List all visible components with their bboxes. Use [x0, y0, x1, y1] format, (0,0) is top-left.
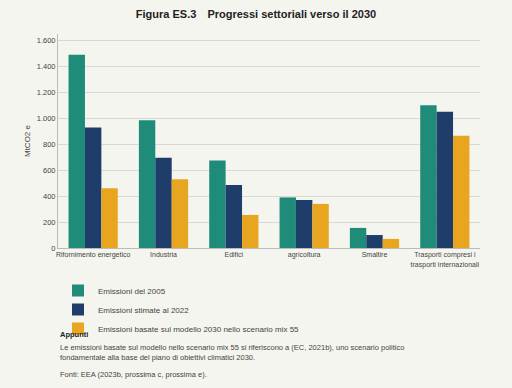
svg-text:0: 0 — [51, 244, 55, 253]
svg-text:200: 200 — [43, 218, 56, 227]
svg-text:Rifornimento energetico: Rifornimento energetico — [56, 251, 130, 259]
svg-text:1.200: 1.200 — [37, 88, 56, 97]
svg-text:1.000: 1.000 — [37, 114, 56, 123]
svg-text:400: 400 — [43, 192, 56, 201]
svg-text:Emissioni stimate al 2022: Emissioni stimate al 2022 — [98, 306, 189, 315]
svg-text:Trasporti compresi itrasporti: Trasporti compresi itrasporti internazio… — [411, 251, 480, 268]
svg-text:MtCO2 e: MtCO2 e — [23, 124, 32, 157]
svg-text:600: 600 — [43, 166, 56, 175]
svg-text:Le emissioni basate sul modell: Le emissioni basate sul modello nello sc… — [60, 343, 404, 362]
svg-text:Figura ES.3 Progressi settoria: Figura ES.3 Progressi settoriali verso i… — [136, 8, 376, 20]
svg-text:Emissioni del 2005: Emissioni del 2005 — [98, 287, 166, 296]
svg-text:Fonti: EEA (2023b, prossima c,: Fonti: EEA (2023b, prossima c, prossima … — [60, 370, 207, 379]
svg-text:Smaltire: Smaltire — [362, 251, 388, 258]
svg-text:800: 800 — [43, 140, 56, 149]
svg-text:Edifici: Edifici — [224, 251, 243, 258]
svg-text:Appunti: Appunti — [60, 330, 88, 339]
svg-text:1.400: 1.400 — [37, 62, 56, 71]
svg-text:Industria: Industria — [150, 251, 177, 258]
svg-text:Emissioni basate sul modello 2: Emissioni basate sul modello 2030 nello … — [98, 325, 299, 334]
svg-text:1.600: 1.600 — [37, 36, 56, 45]
svg-text:agricoltura: agricoltura — [288, 251, 321, 259]
